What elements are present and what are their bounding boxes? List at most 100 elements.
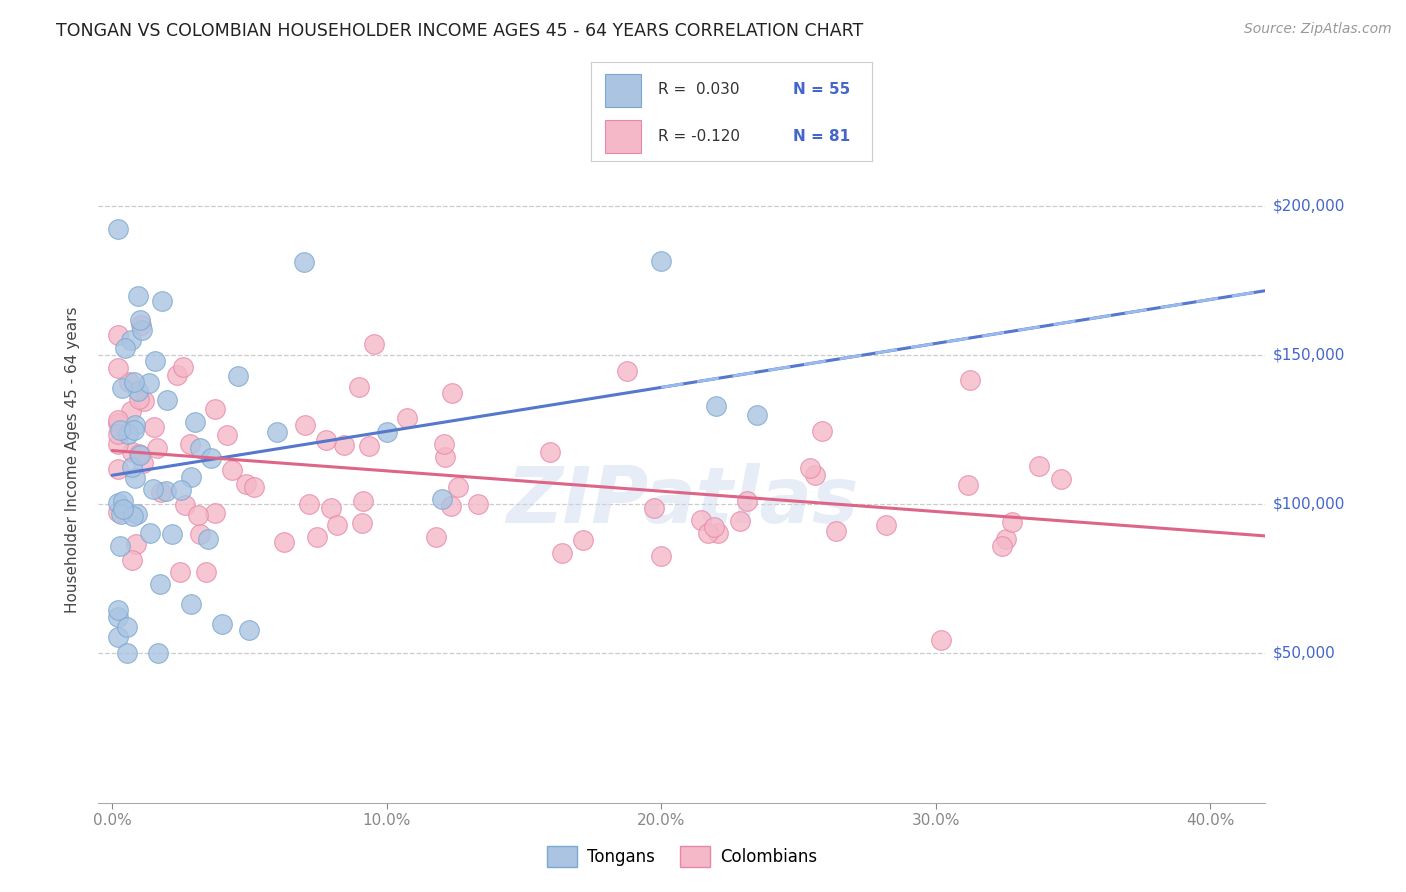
Point [124,417,146,432]
Point [616,364,638,378]
Point [347,380,370,394]
Point [120,333,142,347]
Point [125,508,148,522]
Point [115,647,138,661]
Point [959,373,981,387]
Point [146,647,169,661]
Text: $100,000: $100,000 [1272,497,1344,512]
Point [363,337,385,351]
Point [204,506,226,520]
Point [142,482,165,496]
Point [111,381,134,395]
Point [107,630,129,644]
Point [170,483,193,498]
FancyBboxPatch shape [605,74,641,107]
Point [440,499,463,513]
Text: $50,000: $50,000 [1272,646,1336,661]
Point [131,323,153,337]
Point [747,408,769,422]
Point [127,384,149,398]
Point [180,597,202,611]
Point [803,468,825,483]
Point [131,318,153,332]
Point [811,424,834,438]
Point [319,501,342,516]
Point [195,565,218,579]
Point [326,518,349,533]
Point [107,437,129,451]
Point [243,480,266,494]
Point [107,496,129,510]
Point [122,508,145,523]
Point [122,424,145,438]
FancyBboxPatch shape [605,120,641,153]
Point [156,393,179,408]
Point [121,553,143,567]
Point [107,603,129,617]
Point [352,494,374,508]
Point [150,294,173,309]
Point [107,413,129,427]
Point [690,513,713,527]
Point [138,376,160,390]
Legend: Tongans, Colombians: Tongans, Colombians [540,839,824,873]
Point [467,497,489,511]
Point [395,411,418,425]
Point [172,359,194,374]
Point [273,535,295,549]
Text: R = -0.120: R = -0.120 [658,128,740,144]
Point [650,549,672,563]
Point [128,448,150,462]
Point [332,438,354,452]
Point [110,507,132,521]
Point [142,420,165,434]
Point [169,565,191,579]
Point [226,368,249,383]
Point [149,577,172,591]
Point [117,426,139,441]
Point [188,441,211,455]
Point [375,425,398,440]
Text: Source: ZipAtlas.com: Source: ZipAtlas.com [1244,22,1392,37]
Point [197,533,219,547]
Point [298,497,321,511]
Point [643,501,665,516]
Point [150,485,173,500]
Point [107,505,129,519]
Text: TONGAN VS COLOMBIAN HOUSEHOLDER INCOME AGES 45 - 64 YEARS CORRELATION CHART: TONGAN VS COLOMBIAN HOUSEHOLDER INCOME A… [56,22,863,40]
Point [107,609,129,624]
Point [447,480,470,494]
Point [357,439,380,453]
Point [266,425,288,439]
Point [183,415,205,429]
Point [188,526,211,541]
Point [146,441,169,455]
Point [305,530,328,544]
Point [179,436,201,450]
Point [200,450,222,465]
Point [799,460,821,475]
Text: $150,000: $150,000 [1272,347,1344,362]
Point [155,483,177,498]
Point [129,312,152,326]
Point [551,546,574,560]
Text: R =  0.030: R = 0.030 [658,82,740,97]
Point [217,427,239,442]
Point [1049,472,1071,486]
Point [294,418,316,433]
Point [433,437,456,451]
Point [187,508,209,523]
Point [124,471,146,485]
Point [108,539,131,553]
Point [875,518,897,533]
Point [430,491,453,506]
Point [697,525,720,540]
Text: $200,000: $200,000 [1272,198,1344,213]
Point [121,445,143,459]
Point [107,360,129,375]
Point [118,376,141,390]
Point [1001,515,1024,529]
Point [995,532,1018,546]
Point [180,470,202,484]
Point [117,620,139,634]
